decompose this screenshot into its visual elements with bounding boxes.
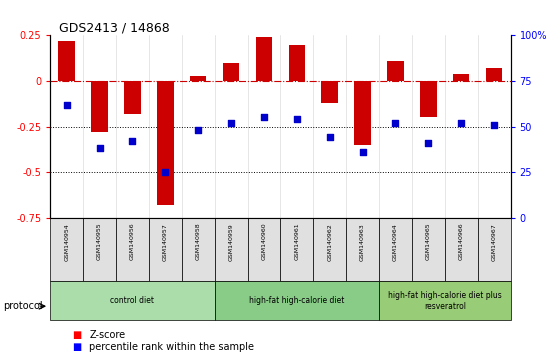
Text: GDS2413 / 14868: GDS2413 / 14868	[59, 21, 170, 34]
Point	[424, 140, 433, 146]
Text: GSM140956: GSM140956	[130, 223, 135, 261]
Bar	[420, 81, 436, 118]
Text: GSM140954: GSM140954	[64, 223, 69, 261]
Point	[62, 102, 71, 108]
Point	[391, 120, 400, 126]
Text: control diet: control diet	[110, 296, 155, 306]
Bar	[157, 81, 174, 205]
Bar	[379, 281, 511, 320]
Bar	[387, 61, 403, 81]
Point	[490, 122, 499, 127]
Bar	[256, 37, 272, 81]
Text: GSM140961: GSM140961	[294, 223, 299, 261]
Bar	[223, 63, 239, 81]
Bar	[280, 218, 313, 281]
Text: GSM140966: GSM140966	[459, 223, 464, 261]
Bar	[321, 81, 338, 103]
Text: GSM140963: GSM140963	[360, 223, 365, 261]
Bar	[379, 218, 412, 281]
Text: high-fat high-calorie diet plus
resveratrol: high-fat high-calorie diet plus resverat…	[388, 291, 502, 310]
Bar	[313, 218, 346, 281]
Bar	[182, 218, 215, 281]
Text: GSM140955: GSM140955	[97, 223, 102, 261]
Point	[95, 145, 104, 151]
Text: high-fat high-calorie diet: high-fat high-calorie diet	[249, 296, 344, 306]
Point	[457, 120, 466, 126]
Bar	[445, 218, 478, 281]
Text: GSM140957: GSM140957	[163, 223, 168, 261]
Bar	[92, 81, 108, 132]
Text: GSM140959: GSM140959	[229, 223, 234, 261]
Bar	[124, 81, 141, 114]
Point	[325, 135, 334, 140]
Bar	[50, 218, 83, 281]
Bar	[453, 74, 469, 81]
Text: Z-score: Z-score	[89, 330, 126, 339]
Bar	[412, 218, 445, 281]
Text: GSM140964: GSM140964	[393, 223, 398, 261]
Bar	[215, 281, 379, 320]
Text: protocol: protocol	[3, 301, 42, 311]
Text: GSM140967: GSM140967	[492, 223, 497, 261]
Point	[227, 120, 235, 126]
Text: GSM140962: GSM140962	[327, 223, 332, 261]
Text: ■: ■	[73, 330, 82, 339]
Point	[161, 169, 170, 175]
Bar	[50, 281, 215, 320]
Text: ■: ■	[73, 342, 82, 352]
Point	[292, 116, 301, 122]
Bar	[190, 75, 206, 81]
Text: percentile rank within the sample: percentile rank within the sample	[89, 342, 254, 352]
Text: GSM140958: GSM140958	[196, 223, 201, 261]
Point	[259, 115, 268, 120]
Text: GSM140965: GSM140965	[426, 223, 431, 261]
Bar	[248, 218, 281, 281]
Text: GSM140960: GSM140960	[262, 223, 267, 261]
Bar	[116, 218, 149, 281]
Bar	[215, 218, 248, 281]
Point	[128, 138, 137, 144]
Bar	[354, 81, 371, 145]
Bar	[83, 218, 116, 281]
Bar	[149, 218, 182, 281]
Bar	[288, 45, 305, 81]
Bar	[59, 41, 75, 81]
Bar	[486, 68, 502, 81]
Point	[358, 149, 367, 155]
Bar	[346, 218, 379, 281]
Point	[194, 127, 203, 133]
Bar	[478, 218, 511, 281]
